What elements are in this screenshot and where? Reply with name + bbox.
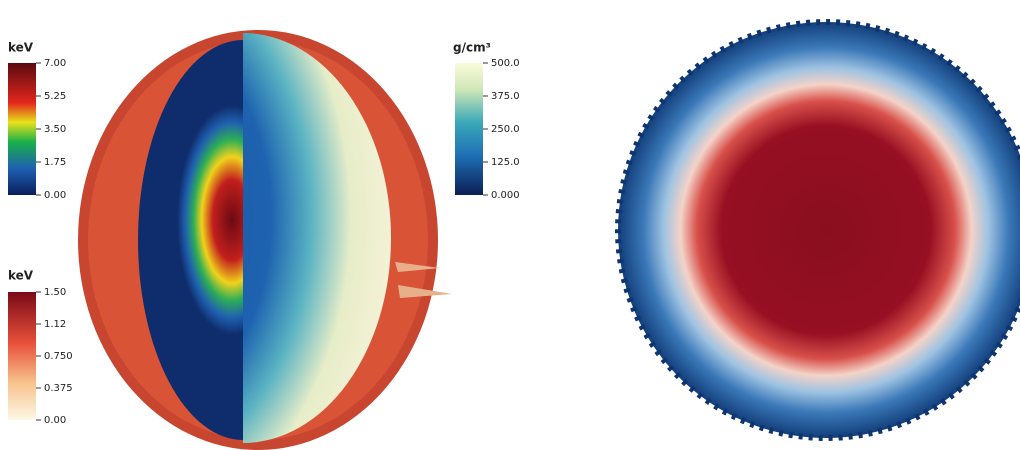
- colorbar: keV: [8, 41, 36, 196]
- colorbar-tick-label: 5.25: [44, 91, 66, 102]
- colorbar-gradient: [8, 63, 36, 195]
- colorbar-tick-label: 0.00: [44, 190, 66, 201]
- colorbar-gradient: [8, 292, 36, 420]
- figure: keV keV g/cm³ 7.00 5.25 3.50 1.75 0.00 1.50 1.…: [0, 0, 1020, 450]
- colorbar-unit: keV: [8, 269, 34, 283]
- colorbar-tick-label: 250.0: [491, 124, 520, 135]
- colorbar-unit: g/cm³: [453, 41, 491, 55]
- colorbar-tick-label: 1.12: [44, 319, 66, 330]
- colorbar-tick-label: 125.0: [491, 157, 520, 168]
- left-render: [78, 30, 452, 450]
- colorbar-tick-label: 0.000: [491, 190, 520, 201]
- colorbar-tick-label: 7.00: [44, 58, 66, 69]
- colorbar: keV: [8, 269, 36, 421]
- colorbar-tick-label: 1.50: [44, 287, 66, 298]
- colorbar: g/cm³: [453, 41, 491, 196]
- colorbar-gradient: [455, 63, 483, 195]
- colorbar-tick-label: 3.50: [44, 124, 66, 135]
- right-render: [618, 22, 1020, 438]
- colorbar-tick-label: 0.375: [44, 383, 73, 394]
- colorbar-tick-label: 1.75: [44, 157, 66, 168]
- colorbar-tick-label: 375.0: [491, 91, 520, 102]
- colorbar-unit: keV: [8, 41, 34, 55]
- colorbar-tick-label: 500.0: [491, 58, 520, 69]
- colorbar-tick-label: 0.00: [44, 415, 66, 426]
- colorbar-tick-label: 0.750: [44, 351, 73, 362]
